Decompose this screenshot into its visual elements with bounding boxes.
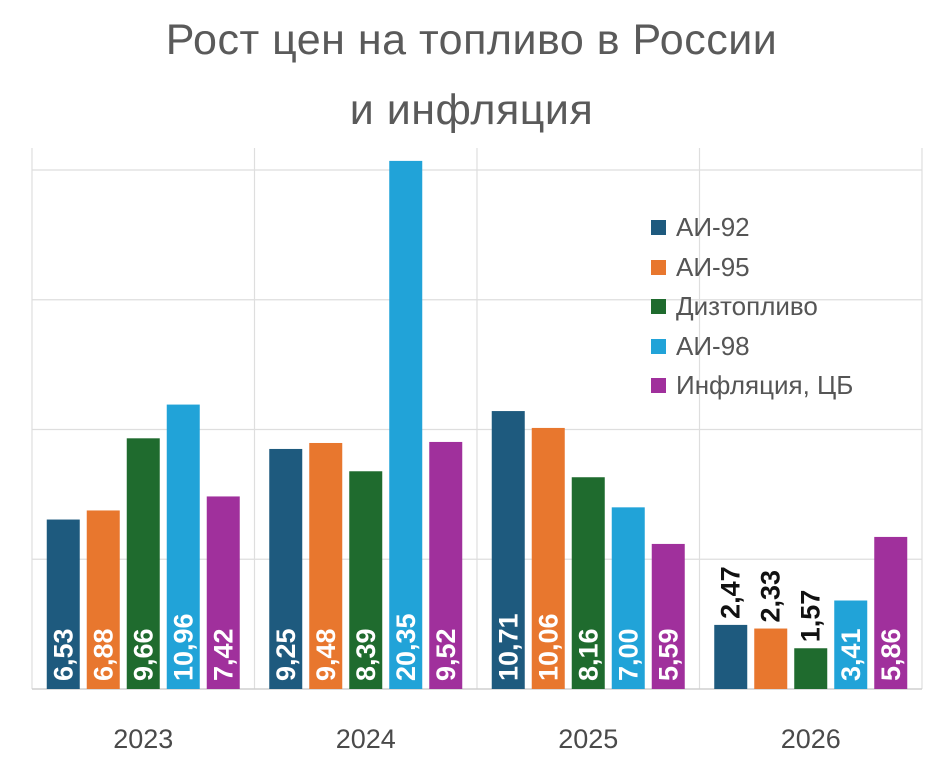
bar bbox=[491, 411, 525, 689]
chart-title-line-2: и инфляция bbox=[349, 86, 594, 134]
data-label: 10,71 bbox=[493, 613, 523, 681]
legend-swatch bbox=[651, 299, 666, 315]
data-label: 6,53 bbox=[48, 628, 78, 681]
x-tick-label: 2023 bbox=[113, 724, 173, 754]
x-tick-label: 2024 bbox=[336, 724, 396, 754]
legend-item: Инфляция, ЦБ bbox=[651, 366, 853, 406]
bar bbox=[754, 628, 788, 689]
bar bbox=[269, 448, 303, 689]
data-label: 3,41 bbox=[836, 628, 866, 681]
data-label: 5,59 bbox=[653, 628, 683, 681]
data-label: 9,66 bbox=[128, 628, 158, 681]
bar bbox=[206, 496, 240, 689]
data-label: 7,00 bbox=[613, 628, 643, 681]
data-label: 9,52 bbox=[431, 628, 461, 681]
bar bbox=[874, 536, 908, 689]
data-label: 1,57 bbox=[796, 590, 826, 643]
bar bbox=[429, 441, 463, 689]
legend-swatch bbox=[651, 378, 666, 394]
bar bbox=[794, 648, 828, 689]
legend-swatch bbox=[651, 259, 666, 275]
bar bbox=[714, 624, 748, 689]
bar bbox=[86, 510, 120, 689]
bar bbox=[389, 160, 423, 689]
bar bbox=[46, 519, 80, 689]
legend-swatch bbox=[651, 220, 666, 236]
data-label: 10,96 bbox=[168, 613, 198, 681]
bar bbox=[126, 438, 160, 689]
legend-item: АИ-95 bbox=[651, 248, 853, 288]
x-tick-label: 2026 bbox=[781, 724, 841, 754]
legend-item: АИ-98 bbox=[651, 327, 853, 367]
legend-item: Дизтопливо bbox=[651, 287, 853, 327]
bar bbox=[349, 471, 383, 689]
legend-label: Инфляция, ЦБ bbox=[676, 370, 854, 401]
data-label: 9,25 bbox=[271, 628, 301, 681]
data-label: 6,88 bbox=[88, 628, 118, 681]
data-label: 8,16 bbox=[573, 628, 603, 681]
data-label: 5,86 bbox=[876, 628, 906, 681]
legend-swatch bbox=[651, 338, 666, 354]
data-label: 10,06 bbox=[533, 613, 563, 681]
legend-label: АИ-95 bbox=[676, 251, 750, 282]
data-label: 7,42 bbox=[208, 628, 238, 681]
bar bbox=[834, 600, 868, 689]
data-label: 2,33 bbox=[756, 570, 786, 623]
chart-title-line-1: Рост цен на топливо в России bbox=[165, 16, 778, 64]
legend-label: Дизтопливо bbox=[676, 291, 818, 322]
data-label: 8,39 bbox=[351, 628, 381, 681]
legend-label: АИ-98 bbox=[676, 330, 750, 361]
bar bbox=[611, 507, 645, 689]
bar bbox=[571, 477, 605, 689]
x-tick-label: 2025 bbox=[558, 724, 618, 754]
data-label: 2,47 bbox=[716, 566, 746, 619]
data-label: 20,35 bbox=[391, 613, 421, 681]
data-label: 9,48 bbox=[311, 628, 341, 681]
legend-label: АИ-92 bbox=[676, 212, 750, 243]
bar bbox=[651, 543, 685, 689]
legend-item: АИ-92 bbox=[651, 208, 853, 248]
bar bbox=[309, 442, 343, 689]
chart-legend: АИ-92 АИ-95 Дизтопливо АИ-98 Инфляция, ЦБ bbox=[651, 208, 853, 406]
bar bbox=[166, 404, 200, 689]
bar bbox=[531, 427, 565, 689]
